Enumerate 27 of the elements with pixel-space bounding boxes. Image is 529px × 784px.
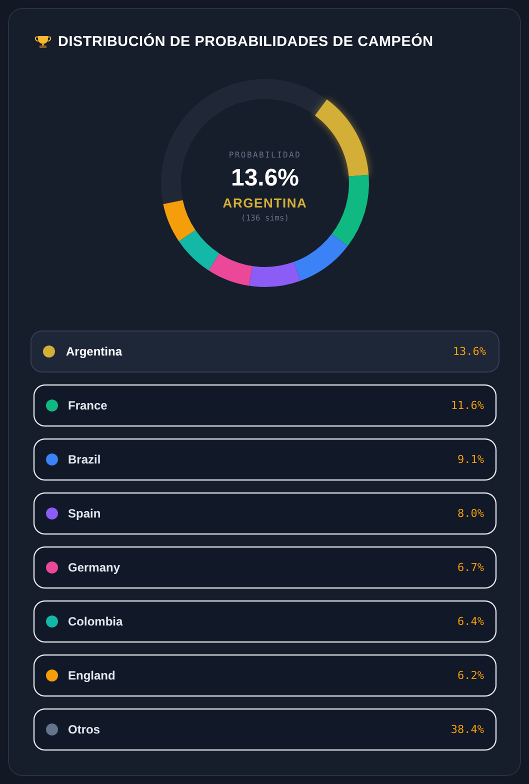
- chart-title: DISTRIBUCIÓN DE PROBABILIDADES DE CAMPEÓN: [58, 33, 434, 50]
- text: ARGENTINA: [222, 196, 308, 210]
- data-label: 6.4%: [458, 615, 484, 628]
- donut-slice: [249, 262, 301, 287]
- donut-slice: [294, 234, 348, 281]
- legend-label: Colombia: [68, 614, 123, 628]
- legend-label: France: [68, 398, 108, 412]
- donut-slice: [163, 200, 196, 242]
- data-label: 6.2%: [458, 669, 484, 682]
- data-label: 38.4%: [450, 723, 484, 736]
- legend-label: Otros: [68, 722, 100, 736]
- legend-label: Argentina: [66, 344, 122, 358]
- text: (136 sims): [240, 214, 290, 222]
- text: PROBABILIDAD: [228, 150, 302, 160]
- data-label: 9.1%: [458, 453, 484, 466]
- donut-slice: [178, 230, 220, 270]
- legend-label: Brazil: [68, 452, 101, 466]
- data-label: 11.6%: [450, 399, 484, 412]
- legend-label: England: [68, 668, 116, 682]
- donut-slice: [332, 174, 369, 246]
- text: 13.6%: [230, 164, 300, 192]
- data-label: 8.0%: [458, 507, 484, 520]
- data-label: 6.7%: [458, 561, 484, 574]
- legend-label: Germany: [68, 560, 120, 574]
- donut-slice: [208, 254, 252, 286]
- data-label: 13.6%: [452, 345, 486, 358]
- legend-label: Spain: [68, 506, 101, 520]
